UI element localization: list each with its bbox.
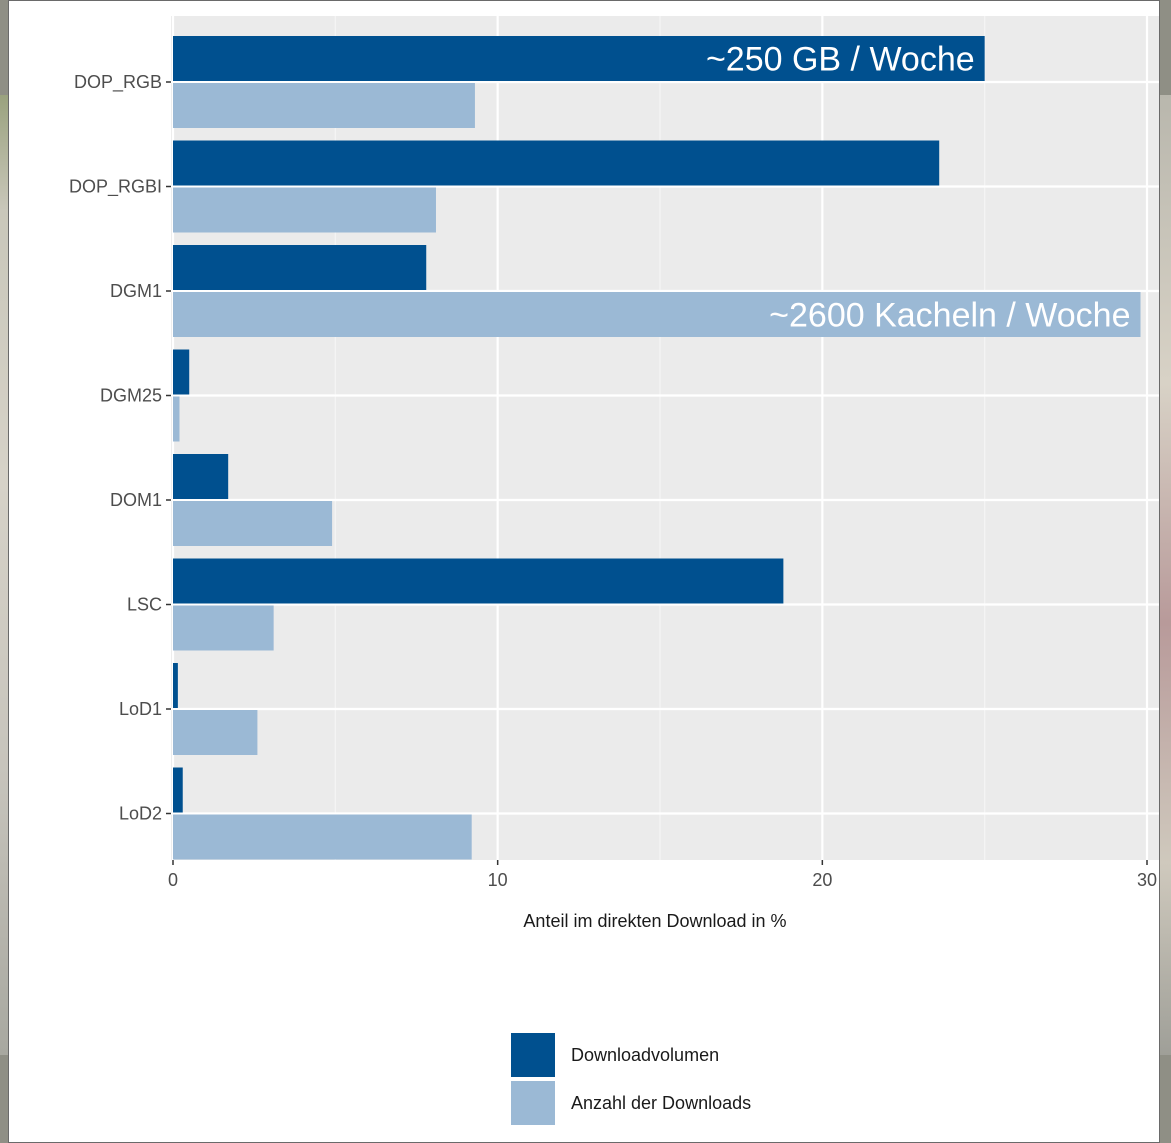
legend-swatch-downloadvolumen: [511, 1033, 555, 1077]
bar-downloadvolumen-dop_rgbi: [173, 140, 940, 186]
bar-downloadvolumen-lod1: [173, 663, 178, 708]
bar-downloadvolumen-lsc: [173, 558, 784, 604]
bars: ~250 GB / Woche ~2600 Kacheln / Woche: [173, 36, 1141, 860]
y-tick-label: DOP_RGB: [74, 72, 162, 93]
bar-anzahl-dgm25: [173, 396, 180, 442]
x-tick-label: 10: [488, 870, 508, 890]
y-tick-label: DOM1: [110, 490, 162, 510]
bar-chart: ~250 GB / Woche ~2600 Kacheln / Woche DOP…: [69, 16, 1159, 931]
y-tick-label: LoD1: [119, 699, 162, 719]
x-tick-label: 20: [812, 870, 832, 890]
bar-annotation: ~2600 Kacheln / Woche: [769, 297, 1130, 335]
legend-label-anzahl: Anzahl der Downloads: [571, 1092, 752, 1113]
bar-anzahl-dom1: [173, 501, 333, 546]
y-tick-label: LSC: [127, 595, 162, 615]
bar-downloadvolumen-dop_rgb: [173, 36, 985, 81]
chart-figure: ~250 GB / Woche ~2600 Kacheln / Woche DOP…: [8, 0, 1160, 1143]
legend-item-downloadvolumen: Downloadvolumen: [511, 1031, 751, 1079]
axes: DOP_RGB DOP_RGBI DGM1 DGM25 DOM1 LSC LoD1 LoD2 0…: [69, 72, 1157, 890]
y-tick-label: DGM25: [100, 386, 162, 406]
legend-label-downloadvolumen: Downloadvolumen: [571, 1044, 720, 1065]
bar-anzahl-lod2: [173, 814, 472, 860]
bar-downloadvolumen-dom1: [173, 454, 229, 499]
x-tick-label: 30: [1137, 870, 1157, 890]
legend-item-anzahl: Anzahl der Downloads: [511, 1079, 751, 1127]
y-tick-label: DOP_RGBI: [69, 177, 162, 198]
bar-anzahl-dop_rgb: [173, 83, 475, 128]
legend-swatch-anzahl: [511, 1081, 555, 1125]
bar-anzahl-lod1: [173, 710, 258, 755]
background-photo-right: [1157, 95, 1171, 1055]
bar-annotation: ~250 GB / Woche: [706, 41, 975, 79]
legend: Downloadvolumen Anzahl der Downloads: [511, 1031, 751, 1127]
bar-downloadvolumen-dgm1: [173, 245, 427, 290]
x-tick-label: 0: [168, 870, 178, 890]
bar-anzahl-lsc: [173, 605, 274, 651]
bar-anzahl-dop_rgbi: [173, 187, 436, 233]
y-tick-label: LoD2: [119, 804, 162, 824]
x-axis-title: Anteil im direkten Download in %: [523, 911, 786, 931]
bar-downloadvolumen-lod2: [173, 767, 183, 813]
y-tick-label: DGM1: [110, 281, 162, 301]
bar-anzahl-dgm1: [173, 292, 1141, 337]
bar-downloadvolumen-dgm25: [173, 349, 190, 395]
